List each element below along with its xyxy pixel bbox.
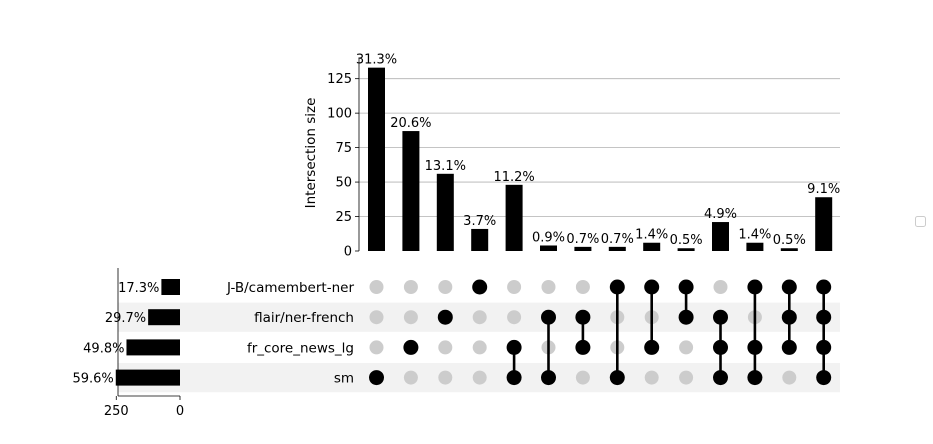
matrix-dot-active bbox=[437, 309, 453, 325]
intersection-bar bbox=[815, 197, 833, 251]
intersection-label: 3.7% bbox=[463, 214, 496, 229]
intersection-bar bbox=[712, 222, 729, 251]
y-tick-label: 0 bbox=[344, 245, 352, 260]
matrix-dot-inactive bbox=[403, 370, 418, 385]
matrix-dot-active bbox=[403, 339, 419, 355]
matrix-dot-active bbox=[472, 279, 488, 295]
matrix-dot-inactive bbox=[438, 280, 453, 294]
matrix-dot-active bbox=[369, 370, 384, 386]
intersection-label: 0.5% bbox=[670, 233, 703, 248]
set-size-bar bbox=[126, 339, 180, 356]
intersection-bars: 31.3%20.6%13.1%3.7%11.2%0.9% 0.7% 0.7% 1.4%… bbox=[356, 53, 840, 252]
matrix-dot-inactive bbox=[403, 280, 418, 294]
set-size-label: 29.7% bbox=[105, 311, 146, 326]
intersection-bar bbox=[608, 246, 626, 251]
set-size-bar bbox=[115, 369, 180, 386]
intersection-bar bbox=[677, 248, 695, 251]
y-tick-label: 100 bbox=[327, 107, 352, 122]
set-size-tick-label: 0 bbox=[176, 404, 184, 419]
matrix-dot-inactive bbox=[541, 280, 556, 294]
set-size-label: 17.3% bbox=[118, 281, 159, 296]
y-tick-label: 125 bbox=[327, 72, 352, 87]
intersection-label: 4.9% bbox=[704, 207, 737, 222]
set-label: fr_core_news_lg bbox=[247, 340, 354, 356]
intersection-bar bbox=[540, 245, 557, 251]
intersection-label: 31.3% bbox=[356, 53, 397, 68]
intersection-bar bbox=[746, 242, 764, 251]
intersection-bar bbox=[574, 246, 592, 251]
intersection-label: 0.7% bbox=[566, 232, 599, 247]
intersection-label: 1.4% bbox=[635, 228, 668, 243]
intersection-label: 1.4% bbox=[738, 228, 771, 243]
matrix-dot-inactive bbox=[679, 340, 694, 355]
matrix-dot-inactive bbox=[507, 310, 522, 325]
set-label: sm bbox=[334, 371, 354, 387]
set-size-label: 59.6% bbox=[72, 372, 113, 387]
set-size-bar bbox=[161, 279, 180, 295]
intersection-label: 0.5% bbox=[773, 233, 806, 248]
matrix-dot-inactive bbox=[575, 370, 590, 385]
membership-matrix: J-B/camembert-ner flair/ner-french fr_core… bbox=[226, 279, 832, 387]
y-tick-label: 25 bbox=[335, 210, 352, 225]
matrix-dot-inactive bbox=[713, 280, 728, 294]
set-size-bar bbox=[148, 309, 180, 326]
intersection-label: 0.9% bbox=[532, 230, 565, 245]
y-axis-title: Intersection size bbox=[303, 98, 319, 209]
set-label: J-B/camembert-ner bbox=[226, 280, 354, 296]
intersection-bar bbox=[436, 173, 454, 251]
intersection-bar bbox=[402, 131, 420, 251]
matrix-dot-inactive bbox=[644, 370, 659, 385]
intersection-label: 13.1% bbox=[425, 159, 466, 174]
matrix-dot-inactive bbox=[472, 370, 487, 385]
intersection-bar bbox=[471, 228, 489, 251]
matrix-dot-inactive bbox=[575, 280, 590, 294]
set-label: flair/ner-french bbox=[254, 310, 354, 326]
intersection-label: 9.1% bbox=[807, 182, 840, 197]
matrix-dot-inactive bbox=[438, 370, 453, 385]
matrix-dot-inactive bbox=[782, 370, 797, 385]
matrix-dot-inactive bbox=[507, 280, 522, 294]
set-size-bars: 17.3% 29.7% 49.8% 59.6% bbox=[72, 279, 180, 387]
intersection-bar bbox=[643, 242, 661, 251]
axes: 0 25 50 75 100 125 250 0 bbox=[104, 58, 360, 419]
grid-lines bbox=[359, 78, 840, 217]
matrix-dot-inactive bbox=[369, 340, 384, 355]
intersection-bar bbox=[780, 248, 798, 251]
y-tick-label: 50 bbox=[335, 176, 352, 191]
intersection-bar bbox=[368, 67, 385, 252]
matrix-dot-inactive bbox=[369, 310, 384, 325]
matrix-dot-inactive bbox=[369, 280, 384, 294]
intersection-bar bbox=[505, 184, 523, 251]
set-size-label: 49.8% bbox=[83, 341, 124, 356]
y-tick-label: 75 bbox=[335, 141, 352, 156]
matrix-dot-inactive bbox=[403, 310, 418, 325]
set-size-tick-label: 250 bbox=[104, 404, 129, 419]
matrix-dot-inactive bbox=[472, 340, 487, 355]
matrix-dot-inactive bbox=[438, 340, 453, 355]
intersection-label: 11.2% bbox=[493, 170, 534, 185]
legend-box bbox=[915, 216, 926, 227]
intersection-label: 0.7% bbox=[601, 232, 634, 247]
matrix-dot-inactive bbox=[472, 310, 487, 325]
matrix-dot-inactive bbox=[679, 370, 694, 385]
intersection-label: 20.6% bbox=[390, 116, 431, 131]
